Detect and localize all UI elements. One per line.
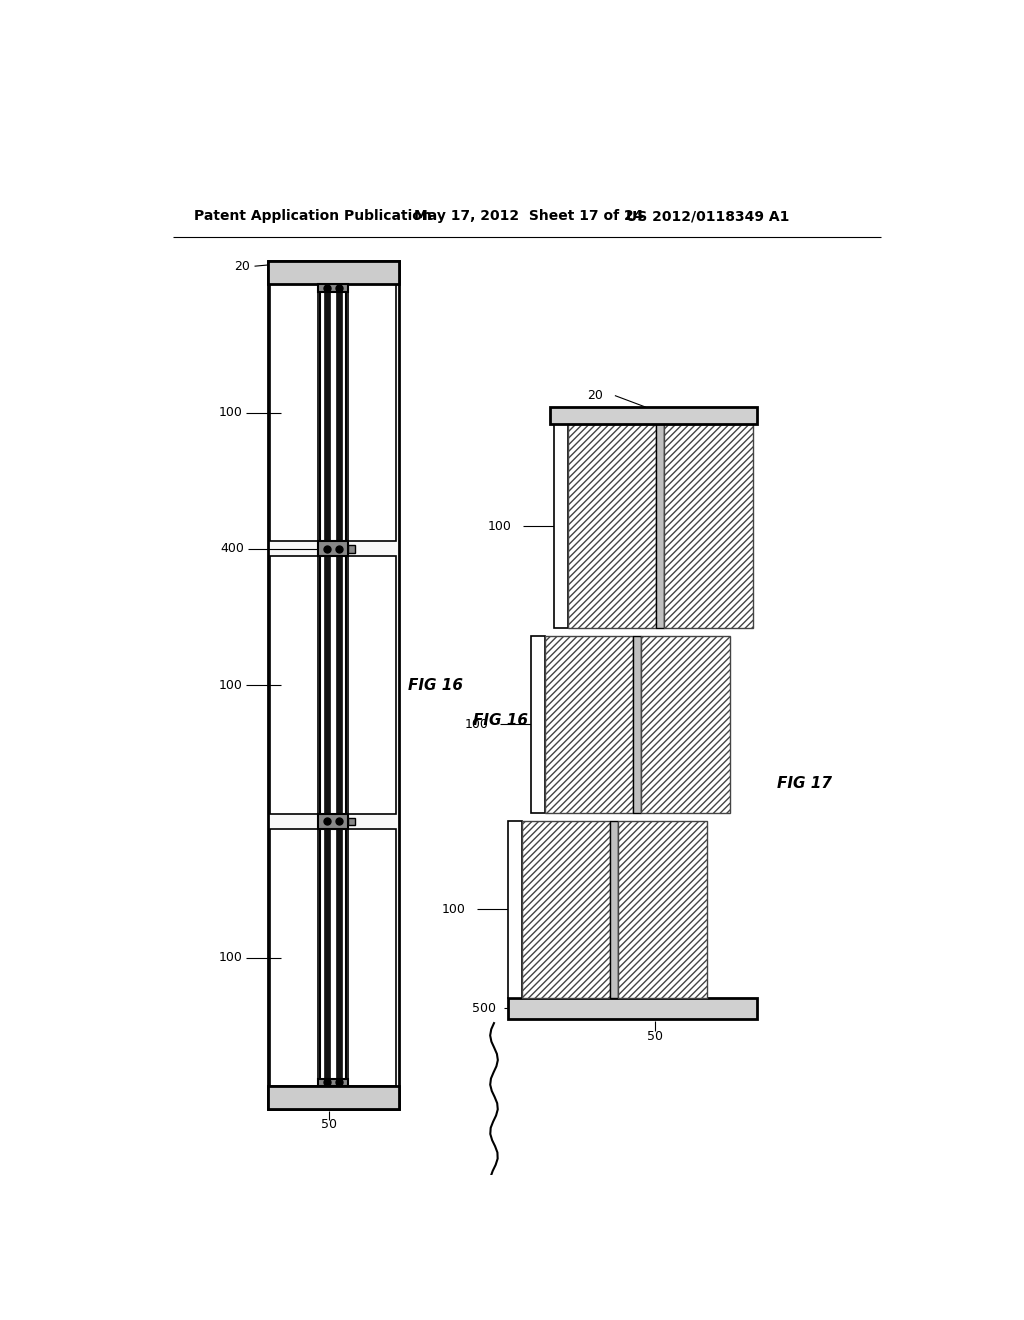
Text: 500: 500 [472, 1002, 497, 1015]
Bar [317, 1078, 348, 1086]
Bar [348, 284, 396, 541]
Bar [336, 284, 342, 1086]
Text: May 17, 2012  Sheet 17 of 24: May 17, 2012 Sheet 17 of 24 [414, 209, 643, 223]
Bar [508, 821, 521, 998]
Text: 50: 50 [647, 1030, 663, 1043]
Bar [267, 261, 398, 284]
Text: Patent Application Publication: Patent Application Publication [194, 209, 431, 223]
Bar [665, 424, 753, 628]
Bar [348, 817, 354, 825]
Text: 20: 20 [588, 389, 603, 403]
Text: FIG 17: FIG 17 [777, 776, 833, 791]
Bar [554, 424, 568, 628]
Bar [550, 407, 757, 424]
Bar [319, 284, 346, 1086]
Bar [317, 284, 348, 292]
Bar [348, 545, 354, 553]
Bar [267, 261, 398, 1109]
Bar [324, 284, 330, 1086]
Bar [348, 829, 396, 1086]
Bar [641, 636, 730, 813]
Bar [270, 284, 317, 541]
Bar [634, 636, 641, 813]
Bar [267, 1086, 398, 1109]
Text: 400: 400 [220, 543, 245, 556]
Text: FIG 16: FIG 16 [408, 677, 463, 693]
Bar [317, 541, 348, 557]
Text: US 2012/0118349 A1: US 2012/0118349 A1 [626, 209, 790, 223]
Bar [521, 821, 610, 998]
Bar [610, 821, 617, 998]
Bar [656, 424, 665, 628]
Bar [617, 821, 707, 998]
Bar [508, 998, 757, 1019]
Text: 100: 100 [465, 718, 488, 731]
Text: 100: 100 [441, 903, 466, 916]
Text: FIG 16: FIG 16 [473, 713, 528, 729]
Bar [531, 636, 545, 813]
Bar [317, 813, 348, 829]
Text: 100: 100 [218, 952, 243, 964]
Text: 100: 100 [487, 520, 512, 532]
Text: 100: 100 [218, 407, 243, 418]
Bar [270, 557, 317, 813]
Text: 20: 20 [234, 260, 250, 273]
Bar [545, 636, 634, 813]
Bar [348, 557, 396, 813]
Text: 100: 100 [218, 678, 243, 692]
Bar [568, 424, 656, 628]
Bar [270, 829, 317, 1086]
Text: 50: 50 [322, 1118, 337, 1131]
